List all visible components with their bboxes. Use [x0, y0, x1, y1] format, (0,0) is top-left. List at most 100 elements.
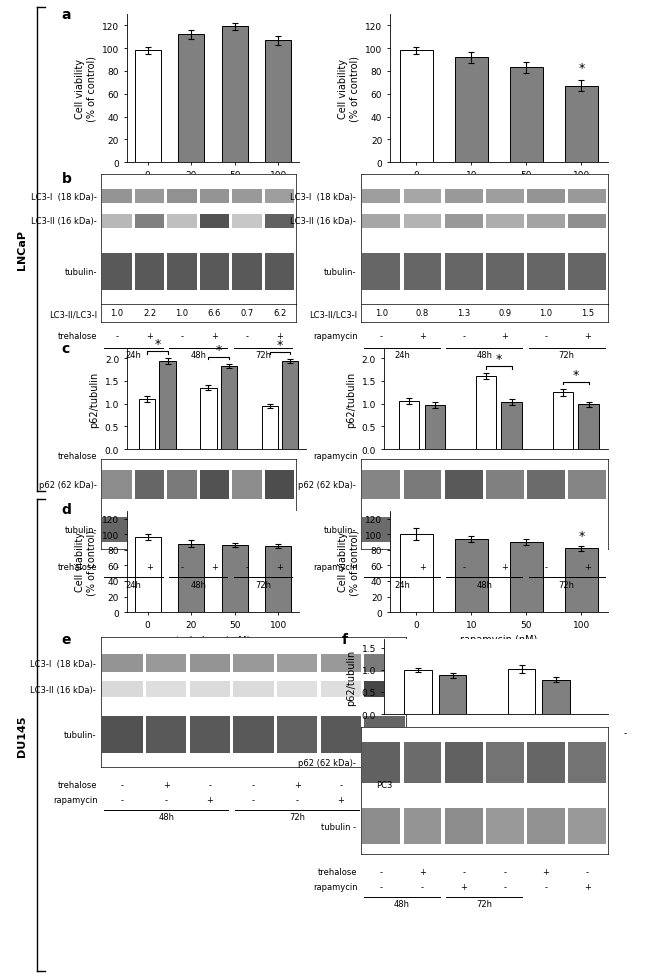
Text: +: +	[501, 562, 508, 571]
Bar	[568, 517, 606, 542]
Text: 1.3: 1.3	[457, 309, 471, 318]
Bar	[527, 190, 565, 204]
Bar	[232, 254, 262, 290]
Bar	[363, 470, 400, 499]
Text: LC3-II (16 kDa)-: LC3-II (16 kDa)-	[31, 217, 97, 226]
Bar	[565, 549, 598, 612]
Text: +: +	[276, 562, 283, 571]
Bar	[190, 654, 230, 673]
Bar	[277, 717, 317, 753]
Text: trehalose: trehalose	[58, 562, 98, 571]
Bar	[455, 58, 488, 163]
Text: 24h: 24h	[394, 580, 410, 589]
Bar	[527, 517, 565, 542]
Bar	[527, 470, 565, 499]
Text: tubulin-: tubulin-	[64, 268, 97, 277]
Text: c: c	[62, 341, 70, 356]
Bar	[135, 214, 164, 229]
Y-axis label: Cell viability
(% of control): Cell viability (% of control)	[338, 529, 359, 595]
Text: -: -	[246, 332, 248, 340]
Text: -: -	[252, 795, 255, 804]
Bar	[200, 470, 229, 499]
Text: +: +	[431, 467, 439, 476]
Bar	[424, 406, 445, 450]
Bar	[103, 682, 142, 697]
Text: 72h: 72h	[567, 479, 584, 489]
Text: -: -	[408, 467, 411, 476]
Bar	[261, 407, 278, 450]
Y-axis label: Cell viability
(% of control): Cell viability (% of control)	[75, 529, 96, 595]
Bar	[404, 190, 441, 204]
Bar	[404, 670, 432, 714]
Bar	[232, 214, 262, 229]
Bar	[486, 809, 524, 844]
Bar	[222, 546, 248, 612]
Bar	[404, 517, 441, 542]
Text: rapamycin: rapamycin	[313, 882, 358, 891]
Bar	[277, 654, 317, 673]
Bar	[645, 686, 650, 714]
Bar	[486, 517, 524, 542]
Bar	[568, 214, 606, 229]
Bar	[363, 517, 400, 542]
Text: -: -	[116, 332, 118, 340]
Text: -: -	[252, 780, 255, 789]
Bar	[159, 362, 176, 450]
Text: +: +	[543, 867, 549, 876]
Text: a: a	[62, 8, 72, 22]
Text: -: -	[246, 562, 248, 571]
Bar	[232, 190, 262, 204]
Bar	[146, 682, 187, 697]
Text: trehalose: trehalose	[58, 452, 98, 461]
Text: p62 (62 kDa)-: p62 (62 kDa)-	[298, 480, 356, 489]
Bar	[233, 682, 274, 697]
Text: -: -	[484, 467, 488, 476]
Bar	[363, 809, 400, 844]
Text: 24h: 24h	[125, 580, 141, 589]
Text: trehalose: trehalose	[58, 780, 98, 789]
Text: +: +	[337, 795, 345, 804]
Text: f: f	[341, 633, 347, 646]
Text: 48h: 48h	[476, 351, 492, 360]
X-axis label: trehalose (mM): trehalose (mM)	[176, 185, 250, 195]
Text: *: *	[578, 62, 584, 75]
Text: 72h: 72h	[255, 580, 271, 589]
Text: 0.9: 0.9	[499, 309, 512, 318]
Text: -: -	[462, 332, 465, 340]
Bar	[178, 544, 204, 612]
Text: 6.2: 6.2	[273, 309, 286, 318]
Text: -: -	[268, 467, 271, 476]
Bar	[200, 214, 229, 229]
Text: 6.6: 6.6	[208, 309, 221, 318]
Text: *: *	[573, 368, 579, 381]
Bar	[486, 254, 524, 290]
Text: 72h: 72h	[530, 736, 547, 746]
Text: -: -	[462, 867, 465, 876]
Bar	[167, 254, 197, 290]
Bar	[542, 680, 570, 714]
Text: 1.0: 1.0	[111, 309, 124, 318]
Bar	[501, 403, 522, 450]
Text: +: +	[419, 867, 426, 876]
Bar	[277, 682, 317, 697]
Text: LC3-I  (18 kDa)-: LC3-I (18 kDa)-	[290, 193, 356, 201]
Text: trehalose: trehalose	[58, 332, 98, 340]
Text: 48h: 48h	[394, 900, 410, 909]
Bar	[445, 809, 482, 844]
Text: PC3: PC3	[376, 780, 393, 789]
Text: d: d	[62, 503, 72, 516]
Text: +: +	[501, 332, 508, 340]
Text: +: +	[584, 332, 591, 340]
Bar	[265, 517, 294, 542]
Text: -: -	[545, 562, 547, 571]
Text: +: +	[585, 467, 592, 476]
Bar	[167, 517, 197, 542]
Text: rapamycin: rapamycin	[313, 562, 358, 571]
Text: trehalose: trehalose	[318, 867, 358, 876]
Text: 72h: 72h	[255, 351, 271, 360]
Bar	[265, 470, 294, 499]
Bar	[167, 214, 197, 229]
Bar	[400, 51, 433, 163]
Text: LC3-II/LC3-I: LC3-II/LC3-I	[49, 310, 98, 319]
Bar	[265, 190, 294, 204]
